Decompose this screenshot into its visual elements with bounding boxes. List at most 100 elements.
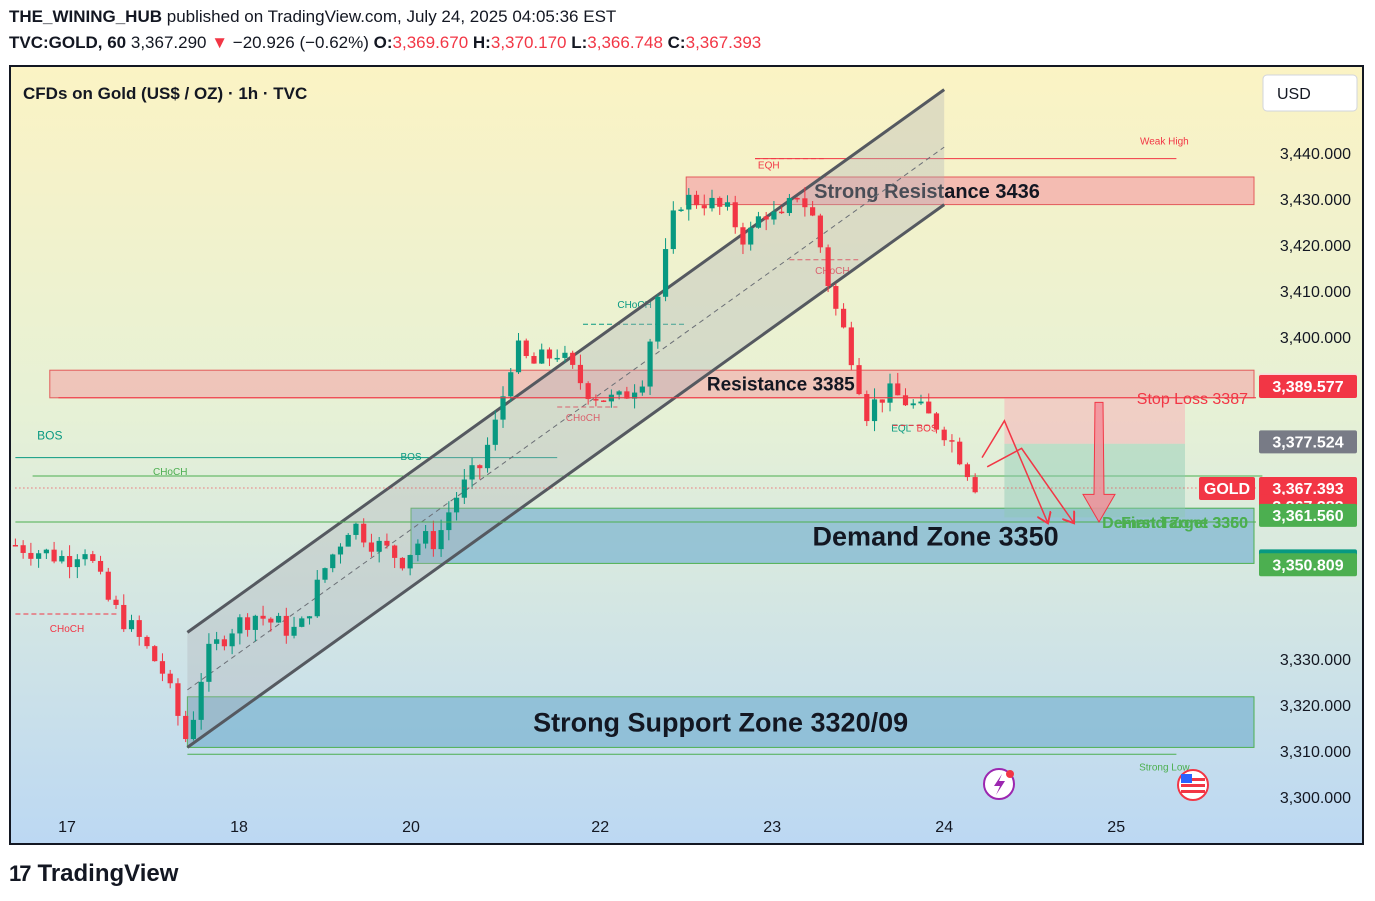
target-arrow bbox=[1082, 401, 1116, 523]
tradingview-footer[interactable]: 17 TradingView bbox=[9, 860, 178, 888]
candle bbox=[871, 399, 878, 422]
candle bbox=[136, 620, 142, 637]
projection-arrow-1 bbox=[981, 419, 1047, 522]
stop-loss-label: Stop Loss 3387 bbox=[1137, 391, 1248, 408]
candle bbox=[693, 194, 700, 206]
channel-upper-line[interactable] bbox=[186, 88, 946, 634]
candle bbox=[97, 560, 104, 572]
publish-line: THE_WINING_HUB published on TradingView.… bbox=[9, 7, 616, 27]
candle bbox=[779, 211, 785, 214]
candle bbox=[345, 534, 351, 547]
candle bbox=[748, 227, 754, 245]
level-label-3: BOS bbox=[37, 429, 62, 443]
price-tag-label: 3,350.809 bbox=[1272, 557, 1343, 574]
price-tag-label: 3,361.560 bbox=[1272, 508, 1343, 525]
candle bbox=[291, 626, 297, 636]
candle bbox=[632, 392, 638, 399]
candle bbox=[353, 523, 359, 535]
candle bbox=[763, 216, 769, 220]
candle bbox=[399, 557, 405, 569]
symbol-tag-label: GOLD bbox=[1204, 481, 1250, 498]
down-arrow-icon: ▼ bbox=[211, 33, 229, 52]
y-tick-label: 3,400.000 bbox=[1280, 330, 1351, 347]
candle bbox=[724, 202, 731, 207]
y-tick-label: 3,320.000 bbox=[1280, 698, 1351, 715]
candle bbox=[90, 554, 96, 561]
candle bbox=[577, 364, 584, 384]
candle bbox=[662, 249, 669, 297]
candle bbox=[786, 197, 792, 214]
price-change: −20.926 (−0.62%) bbox=[232, 33, 369, 52]
candle bbox=[639, 386, 645, 393]
chart-frame[interactable]: Strong Resistance 3436 Resistance 3385 Dem… bbox=[9, 65, 1364, 845]
channel-lower-line[interactable] bbox=[186, 203, 946, 749]
author-name[interactable]: THE_WINING_HUB bbox=[9, 7, 163, 26]
candle bbox=[66, 556, 73, 568]
candle bbox=[260, 615, 266, 619]
x-tick-label: 22 bbox=[591, 819, 609, 836]
candle bbox=[368, 542, 375, 552]
level-label-10: EQL bbox=[891, 423, 911, 434]
zone-3 bbox=[186, 696, 1255, 748]
ohlc-line: TVC:GOLD, 60 3,367.290 ▼ −20.926 (−0.62%… bbox=[9, 33, 762, 52]
candle bbox=[593, 399, 599, 401]
candle bbox=[337, 546, 344, 555]
level-label-4: BOS bbox=[400, 452, 421, 463]
candle bbox=[515, 340, 522, 373]
candle bbox=[105, 571, 111, 600]
candle bbox=[539, 349, 545, 364]
candle bbox=[492, 419, 498, 445]
candle bbox=[74, 559, 80, 568]
candle bbox=[275, 615, 282, 623]
candle bbox=[484, 444, 491, 469]
symbol-tag[interactable] bbox=[1199, 476, 1255, 500]
candle bbox=[500, 396, 506, 420]
candle bbox=[941, 429, 947, 441]
candle bbox=[376, 540, 382, 552]
candle bbox=[152, 646, 158, 662]
lightning-icon[interactable] bbox=[983, 768, 1015, 800]
brand-name: TradingView bbox=[37, 860, 179, 887]
candle bbox=[214, 639, 220, 644]
currency-button[interactable] bbox=[1262, 74, 1358, 112]
candle bbox=[678, 209, 684, 212]
tradingview-logo-icon: 17 bbox=[9, 861, 32, 886]
us-flag-icon[interactable] bbox=[1177, 769, 1209, 801]
demand-label: Demand Zone 3350 bbox=[1102, 515, 1248, 532]
candle bbox=[446, 512, 452, 531]
price-tag bbox=[1259, 430, 1357, 454]
candle bbox=[268, 618, 274, 623]
candle bbox=[523, 340, 529, 357]
candle bbox=[415, 543, 421, 556]
candle bbox=[918, 401, 924, 404]
candle bbox=[964, 464, 971, 478]
y-tick-label: 3,430.000 bbox=[1280, 192, 1351, 209]
candle bbox=[833, 286, 839, 309]
candle bbox=[755, 216, 762, 228]
candle bbox=[670, 210, 676, 250]
candle bbox=[686, 194, 692, 210]
candle bbox=[546, 349, 553, 359]
candle bbox=[113, 599, 119, 605]
zone-label-0: Strong Resistance 3436 bbox=[814, 181, 1040, 203]
level-label-5: CHoCH bbox=[153, 467, 187, 478]
candle bbox=[306, 616, 313, 619]
currency-label: USD bbox=[1277, 86, 1311, 103]
y-tick-label: 3,300.000 bbox=[1280, 790, 1351, 807]
candle bbox=[701, 205, 707, 209]
candle bbox=[322, 568, 328, 580]
candle bbox=[423, 531, 429, 544]
zone-label-1: Resistance 3385 bbox=[707, 375, 855, 396]
candle bbox=[252, 615, 258, 630]
candle bbox=[384, 540, 390, 546]
level-label-2: Strong Low bbox=[1139, 762, 1190, 773]
candle bbox=[840, 308, 847, 328]
price-tag-label: 3,377.524 bbox=[1272, 434, 1343, 451]
candle bbox=[43, 549, 49, 554]
candle bbox=[430, 531, 436, 550]
candle bbox=[198, 681, 204, 720]
level-label-7: CHoCH bbox=[566, 413, 600, 424]
price-chart[interactable]: Strong Resistance 3436 Resistance 3385 Dem… bbox=[11, 67, 1362, 843]
x-tick-label: 24 bbox=[935, 819, 953, 836]
publish-info: published on TradingView.com, July 24, 2… bbox=[166, 7, 617, 26]
